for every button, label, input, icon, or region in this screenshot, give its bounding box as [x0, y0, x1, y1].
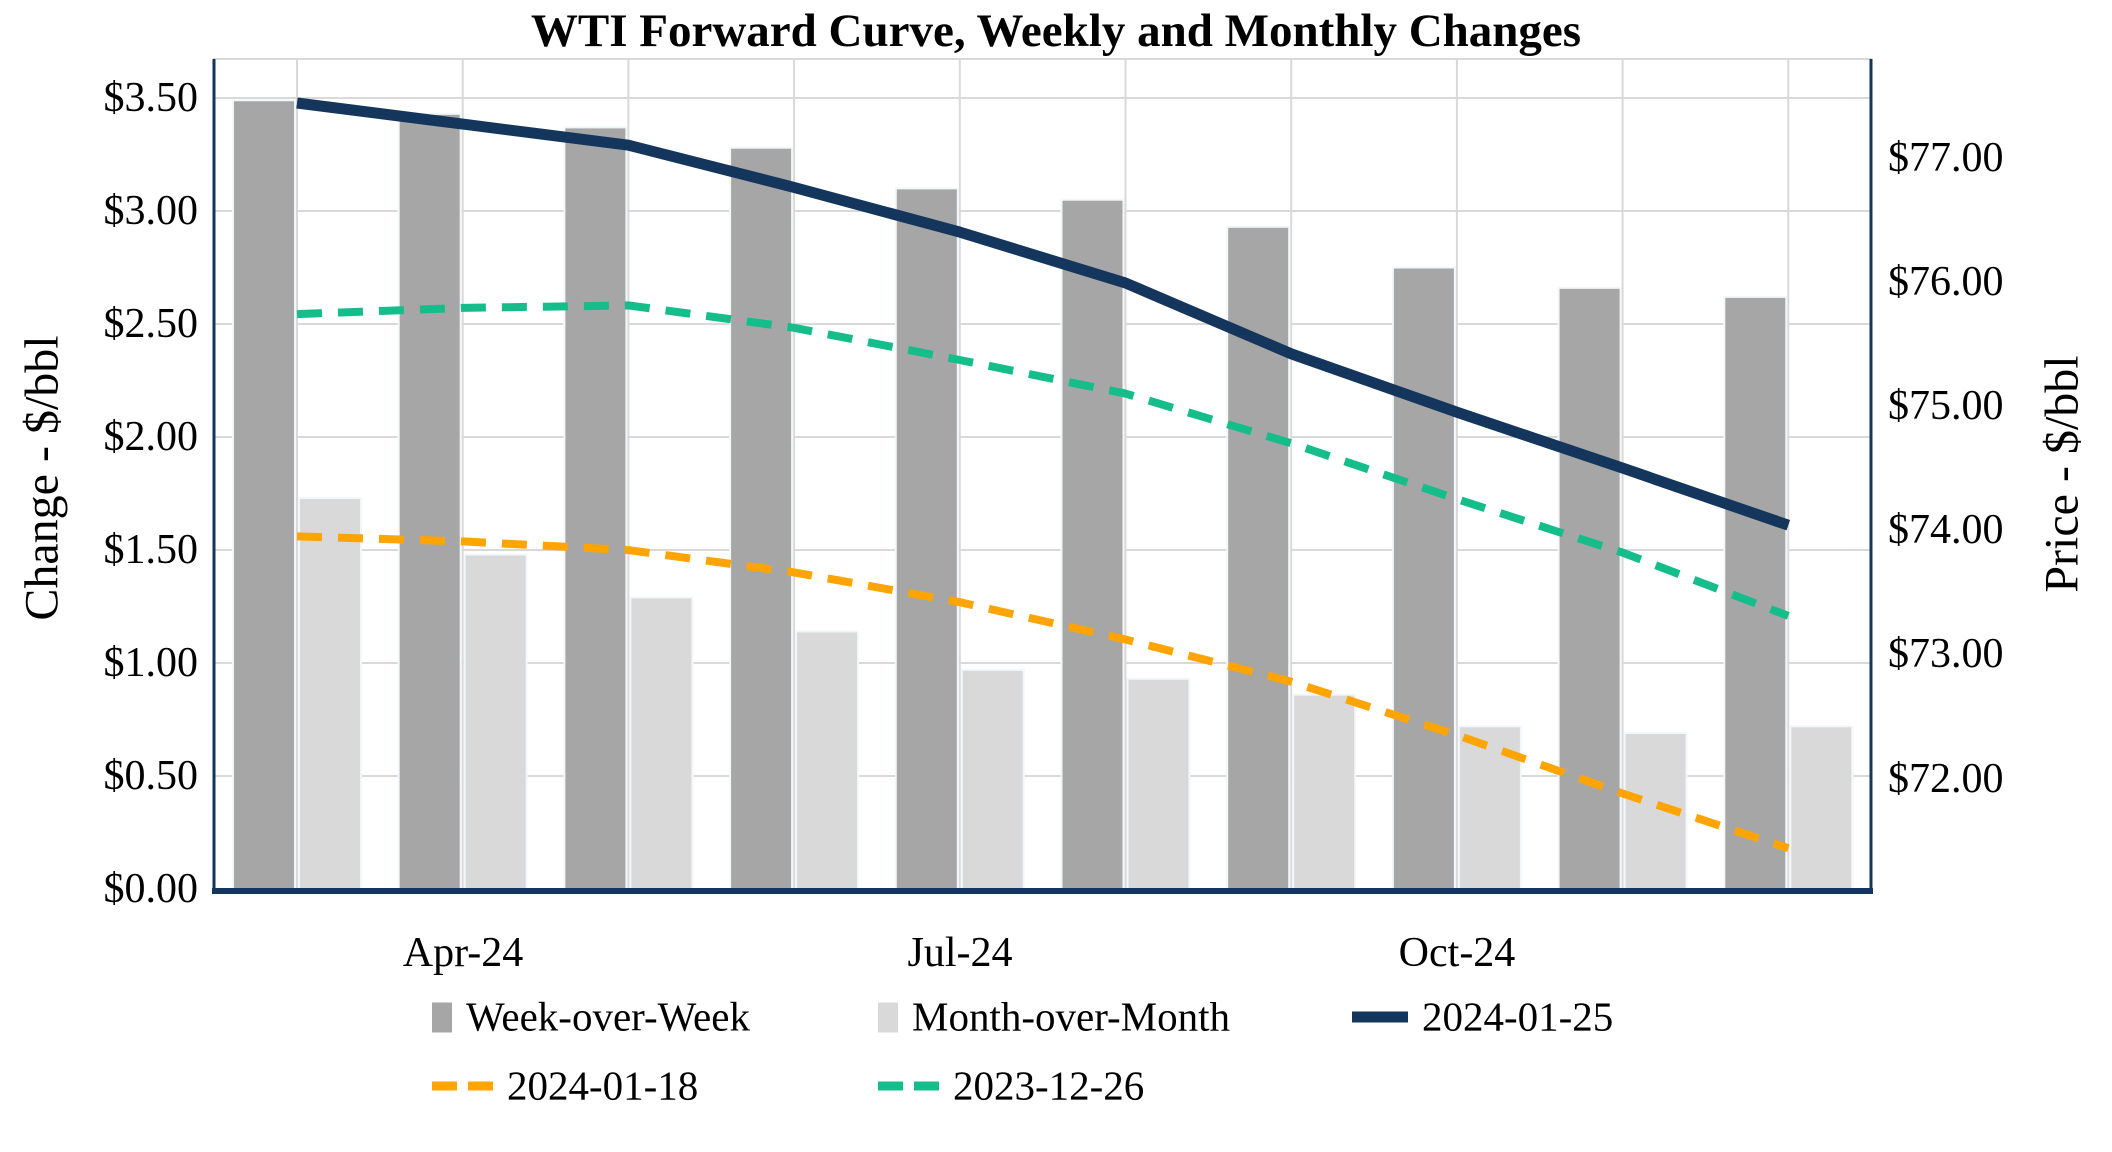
bar-week-over-week	[563, 126, 628, 890]
legend-entry-week-over-week: Week-over-Week	[432, 993, 750, 1040]
legend-dashed-line-icon	[432, 1081, 493, 1091]
y-axis-tick-label-right: $74.00	[1888, 507, 2004, 553]
legend-label: Month-over-Month	[912, 993, 1231, 1040]
y-axis-tick-label-right: $76.00	[1888, 259, 2004, 305]
legend-solid-line-icon	[1352, 1011, 1408, 1023]
chart-title: WTI Forward Curve, Weekly and Monthly Ch…	[530, 5, 1582, 57]
y-axis-tick-label-right: $75.00	[1888, 383, 2004, 429]
bar-week-over-week	[1391, 266, 1456, 890]
legend-dashed-line-icon	[878, 1081, 939, 1091]
bar-week-over-week	[1060, 198, 1125, 890]
bar-month-over-month	[629, 596, 694, 891]
bar-month-over-month	[463, 553, 528, 891]
y-axis-tick-label-right: $73.00	[1888, 631, 2004, 677]
y-axis-tick-label-left: $2.00	[103, 414, 199, 460]
bar-week-over-week	[729, 146, 794, 891]
x-axis-tick-label: Jul-24	[907, 930, 1013, 976]
bar-month-over-month	[298, 497, 362, 890]
y-axis-tick-label-left: $1.50	[103, 527, 199, 573]
bar-week-over-week	[397, 112, 462, 890]
y-axis-tick-label-left: $0.00	[103, 866, 199, 912]
legend-bar-swatch-icon	[878, 1002, 898, 1032]
legend-entry-month-over-month: Month-over-Month	[878, 993, 1231, 1040]
bar-week-over-week	[1226, 225, 1291, 890]
bar-month-over-month	[1126, 677, 1191, 890]
legend-label: 2024-01-25	[1422, 993, 1614, 1040]
bar-month-over-month	[795, 630, 860, 890]
x-axis-tick-label: Oct-24	[1398, 930, 1516, 976]
legend-bar-swatch-icon	[432, 1002, 452, 1032]
line-2024-01-25	[296, 97, 1791, 531]
y-axis-tick-label-right: $72.00	[1888, 756, 2004, 802]
x-axis-tick-label: Apr-24	[402, 930, 524, 976]
bar-month-over-month	[1789, 725, 1854, 891]
bar-month-over-month	[960, 668, 1025, 891]
y-axis-tick-label-left: $1.00	[103, 640, 199, 686]
legend-entry-2024-01-18: 2024-01-18	[432, 1062, 699, 1109]
left-axis-title: Change - $/bbl	[15, 335, 69, 621]
bar-week-over-week	[894, 187, 959, 890]
legend-label: Week-over-Week	[466, 993, 750, 1040]
y-axis-tick-label-left: $3.00	[103, 188, 199, 234]
legend-label: 2024-01-18	[507, 1062, 699, 1109]
y-axis-tick-label-right: $77.00	[1888, 135, 2004, 181]
bar-week-over-week	[232, 99, 296, 890]
y-axis-tick-label-left: $3.50	[103, 75, 199, 121]
right-axis-title: Price - $/bbl	[2035, 355, 2089, 593]
legend-entry-2023-12-26: 2023-12-26	[878, 1062, 1145, 1109]
bar-week-over-week	[1557, 286, 1622, 890]
legend-label: 2023-12-26	[953, 1062, 1145, 1109]
y-axis-tick-label-left: $0.50	[103, 753, 199, 799]
line-2024-01-18	[296, 532, 1790, 852]
y-axis-tick-label-left: $2.50	[103, 301, 199, 347]
line-2023-12-26	[296, 301, 1790, 620]
bar-month-over-month	[1292, 693, 1357, 891]
legend-entry-2024-01-25: 2024-01-25	[1352, 993, 1614, 1040]
